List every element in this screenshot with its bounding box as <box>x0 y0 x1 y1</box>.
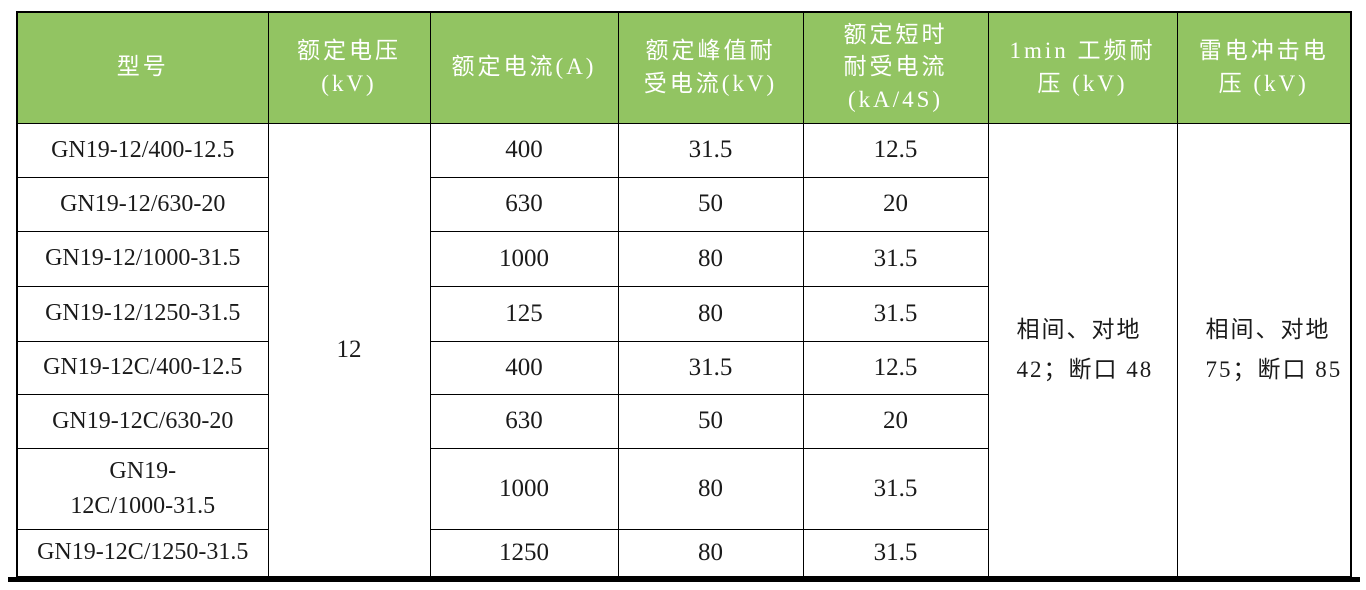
model-cell: GN19-12C/400-12.5 <box>16 340 269 395</box>
switch-spec-table: 型号 额定电压 (kV) 额定电流(A) 额定峰值耐 受电流(kV) 额定短时 … <box>16 11 1352 578</box>
table-row: GN19-12C/400-12.5 400 31.5 12.5 <box>16 340 1351 395</box>
col-header-rated-voltage: 额定电压 (kV) <box>267 11 431 124</box>
table-row: GN19-12/1250-31.5 125 80 31.5 <box>16 285 1351 342</box>
model-cell: GN19- 12C/1000-31.5 <box>16 447 269 530</box>
short-time-current-cell: 20 <box>802 393 989 449</box>
peak-current-cell: 80 <box>617 447 804 530</box>
col-header-peak-withstand-current: 额定峰值耐 受电流(kV) <box>617 11 804 124</box>
table-row: GN19-12C/630-20 630 50 20 <box>16 393 1351 449</box>
model-cell: GN19-12/400-12.5 <box>16 122 269 178</box>
model-cell: GN19-12/630-20 <box>16 176 269 232</box>
model-cell: GN19-12/1000-31.5 <box>16 230 269 287</box>
short-time-current-cell: 12.5 <box>802 122 989 178</box>
model-cell: GN19-12C/630-20 <box>16 393 269 449</box>
model-cell: GN19-12C/1250-31.5 <box>16 528 269 578</box>
power-frequency-merged-cell: 相间、对地 42；断口 48 <box>987 122 1178 578</box>
rated-current-cell: 1000 <box>429 447 619 530</box>
rated-current-cell: 1000 <box>429 230 619 287</box>
rated-voltage-merged-cell: 12 <box>267 122 431 578</box>
short-time-current-cell: 31.5 <box>802 285 989 342</box>
rated-current-cell: 125 <box>429 285 619 342</box>
rated-current-cell: 630 <box>429 176 619 232</box>
model-cell: GN19-12/1250-31.5 <box>16 285 269 342</box>
table-body: GN19-12/400-12.5 12 400 31.5 12.5 相间、对地 … <box>16 122 1352 578</box>
short-time-current-cell: 20 <box>802 176 989 232</box>
table-row: GN19-12/400-12.5 12 400 31.5 12.5 相间、对地 … <box>16 122 1352 578</box>
short-time-current-cell: 31.5 <box>802 528 989 578</box>
bottom-divider <box>8 577 1360 582</box>
col-header-power-frequency-voltage: 1min 工频耐 压 (kV) <box>987 11 1178 124</box>
peak-current-cell: 80 <box>617 528 804 578</box>
col-header-model: 型号 <box>16 11 269 124</box>
rated-current-cell: 400 <box>429 122 619 178</box>
short-time-current-cell: 31.5 <box>802 447 989 530</box>
short-time-current-cell: 31.5 <box>802 230 989 287</box>
peak-current-cell: 80 <box>617 230 804 287</box>
peak-current-cell: 50 <box>617 393 804 449</box>
peak-current-cell: 80 <box>617 285 804 342</box>
table-row: GN19- 12C/1000-31.5 1000 80 31.5 <box>16 447 1351 530</box>
peak-current-cell: 50 <box>617 176 804 232</box>
short-time-current-cell: 12.5 <box>802 340 989 395</box>
rated-current-cell: 400 <box>429 340 619 395</box>
table-header: 型号 额定电压 (kV) 额定电流(A) 额定峰值耐 受电流(kV) 额定短时 … <box>16 11 1352 124</box>
col-header-short-time-current: 额定短时 耐受电流 (kA/4S) <box>802 11 989 124</box>
rated-current-cell: 1250 <box>429 528 619 578</box>
peak-current-cell: 31.5 <box>617 122 804 178</box>
col-header-lightning-impulse-voltage: 雷电冲击电 压 (kV) <box>1176 11 1352 124</box>
peak-current-cell: 31.5 <box>617 340 804 395</box>
col-header-rated-current: 额定电流(A) <box>429 11 619 124</box>
lightning-impulse-merged-cell: 相间、对地 75；断口 85 <box>1176 122 1352 578</box>
header-row: 型号 额定电压 (kV) 额定电流(A) 额定峰值耐 受电流(kV) 额定短时 … <box>16 11 1352 124</box>
table-row: GN19-12C/1250-31.5 1250 80 31.5 <box>16 528 1351 578</box>
rated-current-cell: 630 <box>429 393 619 449</box>
